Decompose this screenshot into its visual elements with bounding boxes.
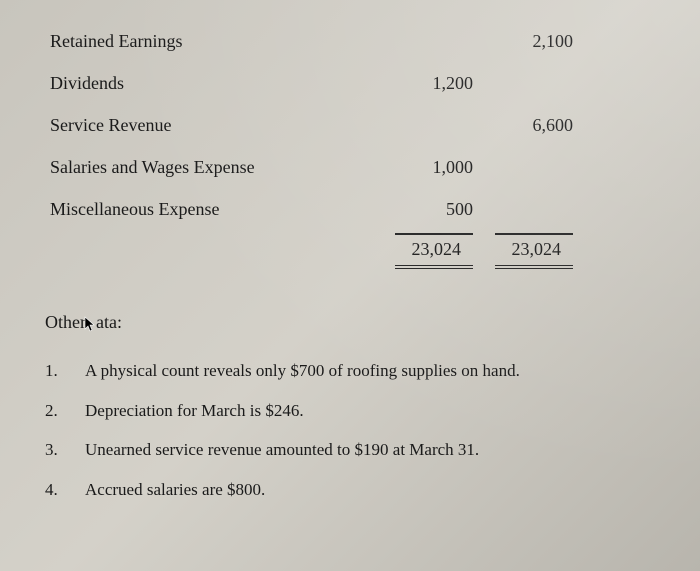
credit-cell: 2,100 xyxy=(485,31,585,52)
debit-total-cell: 23,024 xyxy=(385,233,485,269)
heading-suffix: ata: xyxy=(96,312,122,332)
debit-cell: 500 xyxy=(385,199,485,220)
list-item: Accrued salaries are $800. xyxy=(45,477,670,503)
double-rule xyxy=(395,265,473,269)
list-item: Unearned service revenue amounted to $19… xyxy=(45,437,670,463)
account-name: Service Revenue xyxy=(45,115,385,136)
table-row: Salaries and Wages Expense 1,000 xyxy=(45,146,670,188)
table-row: Dividends 1,200 xyxy=(45,62,670,104)
cursor-icon xyxy=(84,316,96,332)
account-name: Dividends xyxy=(45,73,385,94)
credit-total-cell: 23,024 xyxy=(485,233,585,269)
list-item: A physical count reveals only $700 of ro… xyxy=(45,358,670,384)
list-item-text: Unearned service revenue amounted to $19… xyxy=(85,437,479,463)
other-data-heading: Other ata: xyxy=(45,312,670,333)
list-item: Depreciation for March is $246. xyxy=(45,398,670,424)
table-row: Retained Earnings 2,100 xyxy=(45,20,670,62)
debit-total: 23,024 xyxy=(412,235,474,262)
heading-prefix: Other xyxy=(45,312,86,332)
account-name: Retained Earnings xyxy=(45,31,385,52)
debit-cell: 1,200 xyxy=(385,73,485,94)
totals-row: 23,024 23,024 xyxy=(45,230,670,272)
other-data-list: A physical count reveals only $700 of ro… xyxy=(45,358,670,502)
table-row: Service Revenue 6,600 xyxy=(45,104,670,146)
debit-cell: 1,000 xyxy=(385,157,485,178)
list-item-text: A physical count reveals only $700 of ro… xyxy=(85,358,520,384)
credit-cell: 6,600 xyxy=(485,115,585,136)
account-name: Miscellaneous Expense xyxy=(45,199,385,220)
list-item-text: Accrued salaries are $800. xyxy=(85,477,265,503)
double-rule xyxy=(495,265,573,269)
list-item-text: Depreciation for March is $246. xyxy=(85,398,304,424)
account-name: Salaries and Wages Expense xyxy=(45,157,385,178)
credit-total: 23,024 xyxy=(512,235,574,262)
table-row: Miscellaneous Expense 500 xyxy=(45,188,670,230)
trial-balance-table: Retained Earnings 2,100 Dividends 1,200 … xyxy=(45,20,670,272)
